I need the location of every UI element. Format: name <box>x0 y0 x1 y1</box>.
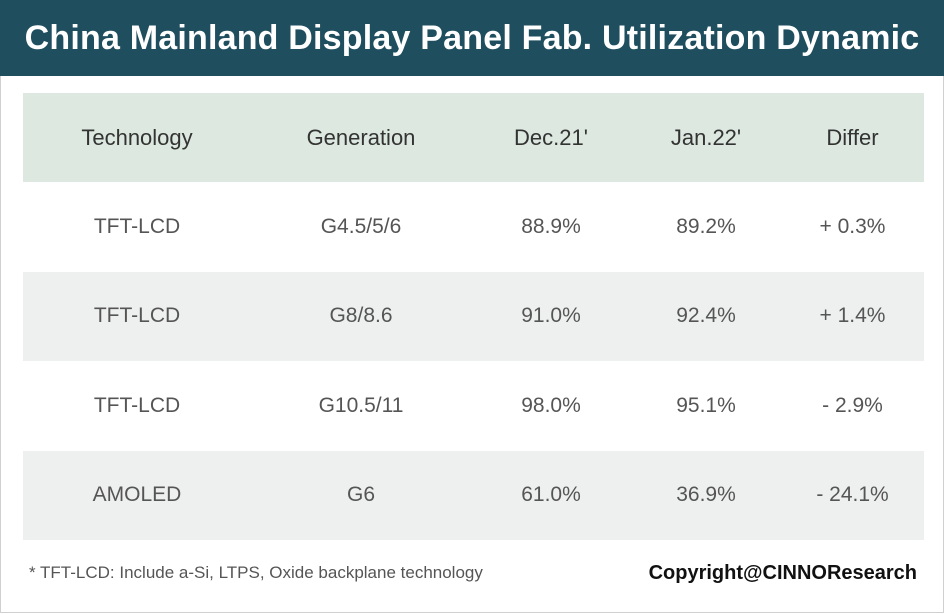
cell-jan22: 95.1% <box>676 393 736 417</box>
title-banner: China Mainland Display Panel Fab. Utiliz… <box>0 0 944 76</box>
table-row: TFT-LCD G10.5/11 98.0% 95.1% - 2.9% <box>23 361 924 451</box>
cell-jan22: 92.4% <box>676 304 736 328</box>
footnote: * TFT-LCD: Include a-Si, LTPS, Oxide bac… <box>29 563 483 582</box>
column-header-generation: Generation <box>306 124 416 150</box>
cell-jan22: 89.2% <box>676 214 736 238</box>
cell-dec21: 98.0% <box>521 393 581 417</box>
table-header-row: Technology Generation Dec.21' Jan.22' Di… <box>23 93 924 182</box>
cell-technology: TFT-LCD <box>93 393 181 417</box>
cell-generation: G6 <box>346 483 375 507</box>
table-row: TFT-LCD G8/8.6 91.0% 92.4% + 1.4% <box>23 271 924 361</box>
table-row: AMOLED G6 61.0% 36.9% - 24.1% <box>23 450 924 540</box>
cell-generation: G8/8.6 <box>329 304 393 328</box>
cell-jan22: 36.9% <box>676 483 736 507</box>
cell-generation: G10.5/11 <box>318 393 404 417</box>
column-header-differ: Differ <box>826 124 879 150</box>
cell-dec21: 91.0% <box>521 304 581 328</box>
page-title: China Mainland Display Panel Fab. Utiliz… <box>24 18 920 57</box>
column-header-technology: Technology <box>81 124 193 150</box>
cell-dec21: 88.9% <box>521 214 581 238</box>
cell-technology: TFT-LCD <box>93 304 181 328</box>
table-panel: Technology Generation Dec.21' Jan.22' Di… <box>0 76 944 613</box>
cell-generation: G4.5/5/6 <box>320 214 402 238</box>
cell-differ: - 24.1% <box>816 483 889 507</box>
column-header-dec21: Dec.21' <box>514 124 588 150</box>
utilization-table: Technology Generation Dec.21' Jan.22' Di… <box>23 93 924 540</box>
cell-technology: TFT-LCD <box>93 214 181 238</box>
copyright-notice: Copyright@CINNOResearch <box>648 562 917 584</box>
cell-technology: AMOLED <box>92 483 182 507</box>
cell-differ: - 2.9% <box>822 393 883 417</box>
column-header-jan22: Jan.22' <box>670 124 742 150</box>
cell-dec21: 61.0% <box>521 483 581 507</box>
table-row: TFT-LCD G4.5/5/6 88.9% 89.2% + 0.3% <box>23 182 924 272</box>
cell-differ: + 1.4% <box>819 304 886 328</box>
cell-differ: + 0.3% <box>819 214 886 238</box>
